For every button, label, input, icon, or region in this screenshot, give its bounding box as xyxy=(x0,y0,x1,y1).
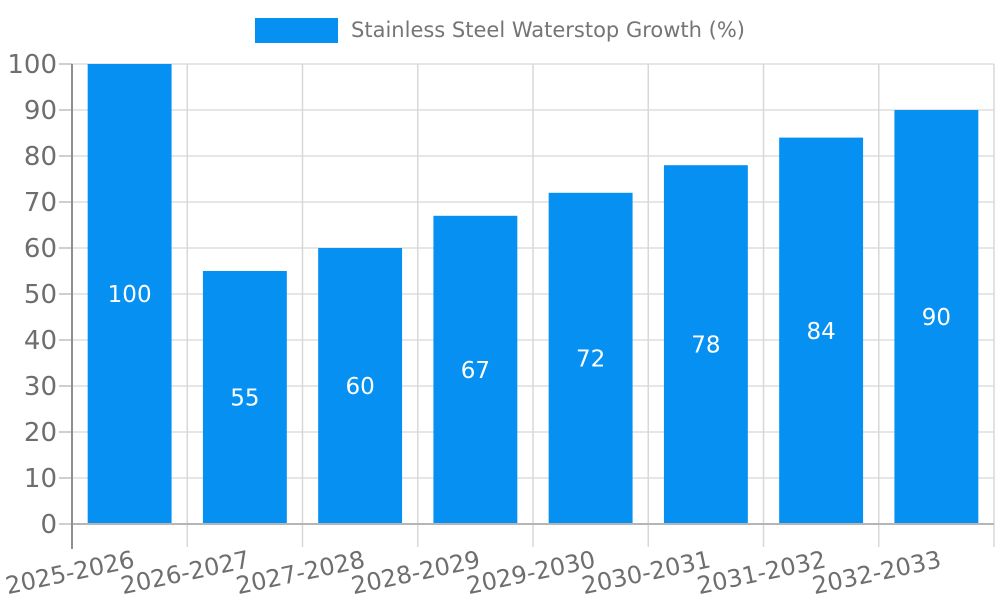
x-tick-label: 2026-2027 xyxy=(118,545,252,600)
bar-value-label: 55 xyxy=(230,386,259,412)
bar-value-label: 84 xyxy=(806,319,835,345)
y-tick-label: 10 xyxy=(24,464,57,494)
bar[interactable] xyxy=(202,271,287,524)
y-tick-label: 40 xyxy=(24,326,57,356)
y-tick-label: 30 xyxy=(24,372,57,402)
bar-value-label: 90 xyxy=(922,305,951,331)
y-tick-label: 70 xyxy=(24,188,57,218)
bar-value-label: 78 xyxy=(691,333,720,359)
y-tick-label: 60 xyxy=(24,234,57,264)
x-tick-label: 2028-2029 xyxy=(349,545,483,600)
bar[interactable] xyxy=(87,64,172,524)
legend-swatch xyxy=(255,18,339,43)
bar[interactable] xyxy=(894,110,979,524)
bar-value-label: 100 xyxy=(108,282,152,308)
y-tick-label: 80 xyxy=(24,142,57,172)
y-tick-label: 20 xyxy=(24,418,57,448)
x-tick-label: 2029-2030 xyxy=(464,545,598,600)
bar[interactable] xyxy=(548,192,633,525)
x-tick-label: 2025-2026 xyxy=(3,545,137,600)
bar-value-label: 60 xyxy=(345,374,374,400)
y-tick-label: 50 xyxy=(24,280,57,310)
legend-item[interactable]: Stainless Steel Waterstop Growth (%) xyxy=(0,18,1000,43)
y-tick-label: 100 xyxy=(7,50,57,80)
x-tick-label: 2031-2032 xyxy=(695,545,829,600)
bar[interactable] xyxy=(779,137,864,524)
x-tick-label: 2030-2031 xyxy=(579,545,713,600)
y-tick-label: 0 xyxy=(40,510,57,540)
legend-label: Stainless Steel Waterstop Growth (%) xyxy=(351,18,745,42)
bar-value-label: 72 xyxy=(576,346,605,372)
x-tick-label: 2027-2028 xyxy=(234,545,368,600)
y-tick-label: 90 xyxy=(24,96,57,126)
bar[interactable] xyxy=(433,215,518,525)
bar-value-label: 67 xyxy=(461,358,490,384)
x-tick-label: 2032-2033 xyxy=(810,545,944,600)
bar[interactable] xyxy=(663,165,748,524)
bar[interactable] xyxy=(318,248,403,524)
